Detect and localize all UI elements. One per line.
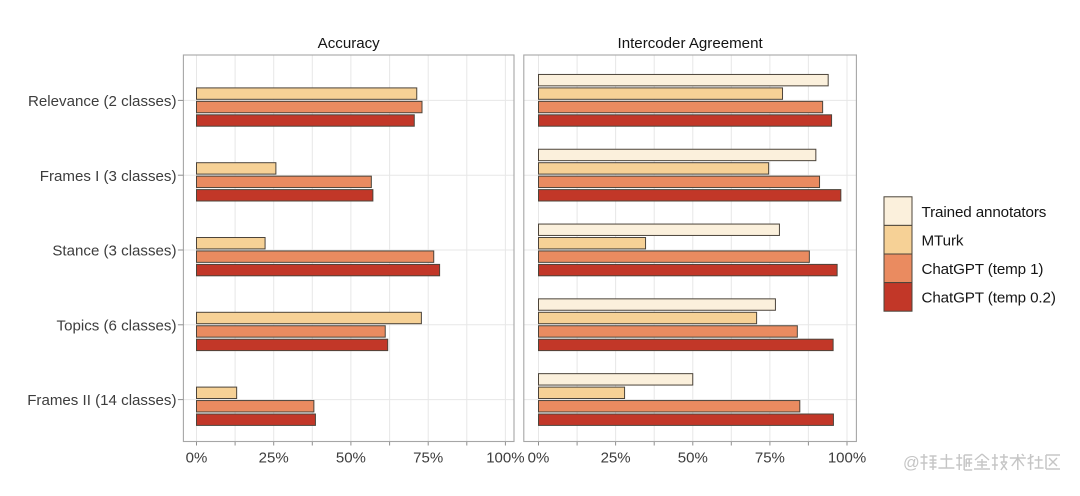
svg-text:0%: 0%	[528, 450, 550, 467]
svg-text:25%: 25%	[259, 450, 289, 467]
svg-text:50%: 50%	[336, 450, 366, 467]
svg-text:100%: 100%	[828, 450, 866, 467]
svg-text:ChatGPT (temp 0.2): ChatGPT (temp 0.2)	[922, 290, 1056, 307]
svg-text:Accuracy: Accuracy	[318, 35, 381, 52]
svg-text:Relevance (2 classes): Relevance (2 classes)	[28, 93, 176, 110]
svg-text:100%: 100%	[486, 450, 524, 467]
svg-text:Intercoder Agreement: Intercoder Agreement	[618, 35, 764, 52]
svg-text:Frames II (14 classes): Frames II (14 classes)	[27, 392, 176, 409]
svg-text:75%: 75%	[413, 450, 443, 467]
svg-text:MTurk: MTurk	[922, 233, 964, 250]
svg-text:Topics (6 classes): Topics (6 classes)	[57, 317, 177, 334]
svg-text:Trained annotators: Trained annotators	[922, 204, 1047, 221]
svg-text:@: @	[903, 454, 920, 472]
svg-text:ChatGPT (temp 1): ChatGPT (temp 1)	[922, 261, 1044, 278]
svg-text:0%: 0%	[186, 450, 208, 467]
svg-text:25%: 25%	[601, 450, 631, 467]
svg-text:75%: 75%	[755, 450, 785, 467]
svg-text:50%: 50%	[678, 450, 708, 467]
svg-text:Frames I (3 classes): Frames I (3 classes)	[40, 168, 177, 185]
svg-text:Stance (3 classes): Stance (3 classes)	[52, 243, 176, 260]
